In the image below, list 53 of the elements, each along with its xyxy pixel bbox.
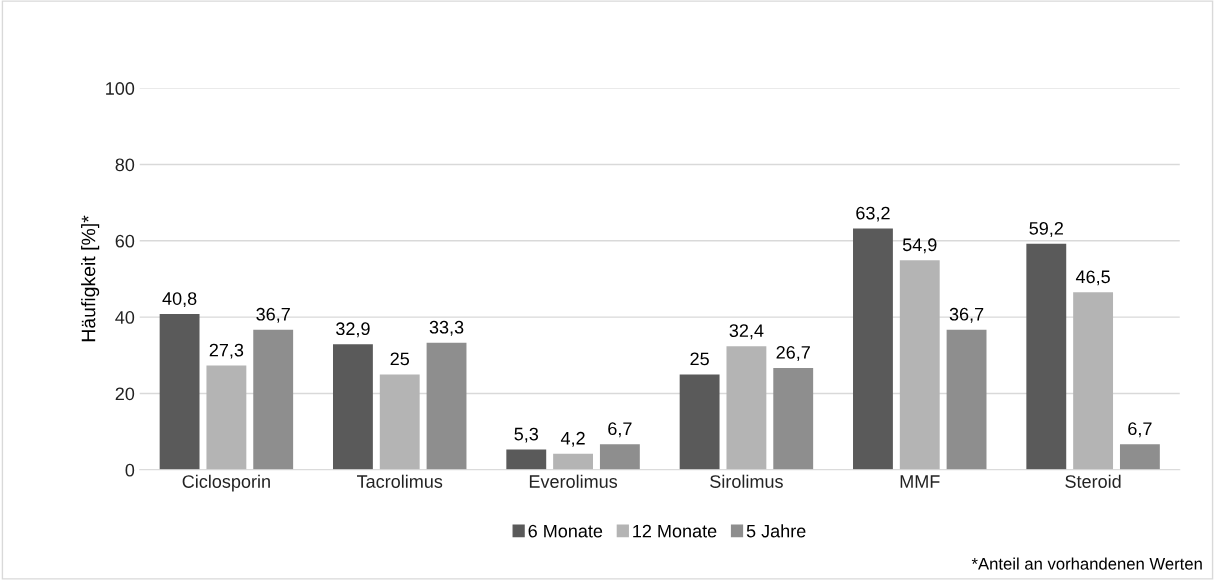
y-tick-label: 60 bbox=[115, 234, 135, 248]
bar bbox=[773, 367, 814, 470]
data-label: 36,7 bbox=[949, 307, 984, 323]
data-label: 25 bbox=[690, 352, 709, 366]
legend-label: 5 Jahre bbox=[746, 524, 806, 538]
bar bbox=[899, 260, 940, 470]
bar bbox=[159, 314, 200, 470]
bar bbox=[679, 374, 720, 470]
x-tick-label: Sirolimus bbox=[710, 474, 783, 488]
bar bbox=[553, 453, 594, 470]
bar bbox=[333, 344, 373, 470]
data-label: 32,9 bbox=[336, 322, 370, 338]
data-label: 4,2 bbox=[560, 431, 585, 447]
text: *Anteil an vorhandenen Werten bbox=[971, 557, 1202, 570]
data-label: 46,5 bbox=[1075, 270, 1110, 286]
x-tick-label: Ciclosporin bbox=[182, 474, 270, 492]
x-tick-label: Everolimus bbox=[529, 474, 618, 488]
bar bbox=[1119, 444, 1160, 470]
legend-label: 12 Monate bbox=[633, 524, 717, 538]
data-label: 26,7 bbox=[776, 345, 810, 361]
bar bbox=[206, 365, 247, 470]
x-tick-label: Tacrolimus bbox=[357, 474, 443, 488]
y-tick-label: 0 bbox=[125, 463, 135, 477]
data-label: 5,3 bbox=[514, 427, 539, 443]
data-label: 40,8 bbox=[162, 292, 197, 308]
x-tick-label: Steroid bbox=[1065, 474, 1121, 488]
legend-label: 6 Monate bbox=[528, 524, 603, 538]
y-axis-title: Häufigkeit [%]* bbox=[81, 215, 100, 342]
bar bbox=[426, 342, 467, 470]
bar bbox=[853, 228, 893, 470]
data-label: 6,7 bbox=[1128, 422, 1152, 438]
data-label: 6,7 bbox=[608, 422, 632, 438]
bar bbox=[726, 346, 767, 470]
data-label: 63,2 bbox=[856, 206, 890, 222]
bar bbox=[1073, 292, 1114, 470]
bar bbox=[599, 444, 640, 470]
bar bbox=[379, 374, 420, 470]
bar bbox=[1026, 243, 1067, 470]
data-label: 33,3 bbox=[429, 320, 464, 336]
x-tick-label: MMF bbox=[900, 475, 940, 488]
data-label: 36,7 bbox=[256, 307, 290, 323]
bar bbox=[253, 329, 294, 470]
y-tick-label: 40 bbox=[115, 311, 135, 324]
data-label: 54,9 bbox=[902, 238, 937, 254]
data-label: 32,4 bbox=[729, 324, 764, 340]
data-label: 59,2 bbox=[1029, 221, 1063, 237]
bar bbox=[946, 329, 987, 470]
data-label: 25 bbox=[390, 352, 410, 366]
y-tick-label: 20 bbox=[115, 387, 135, 401]
y-tick-label: 80 bbox=[115, 158, 135, 172]
data-label: 27,3 bbox=[209, 343, 244, 359]
y-tick-label: 100 bbox=[106, 82, 135, 95]
bar bbox=[506, 449, 547, 470]
